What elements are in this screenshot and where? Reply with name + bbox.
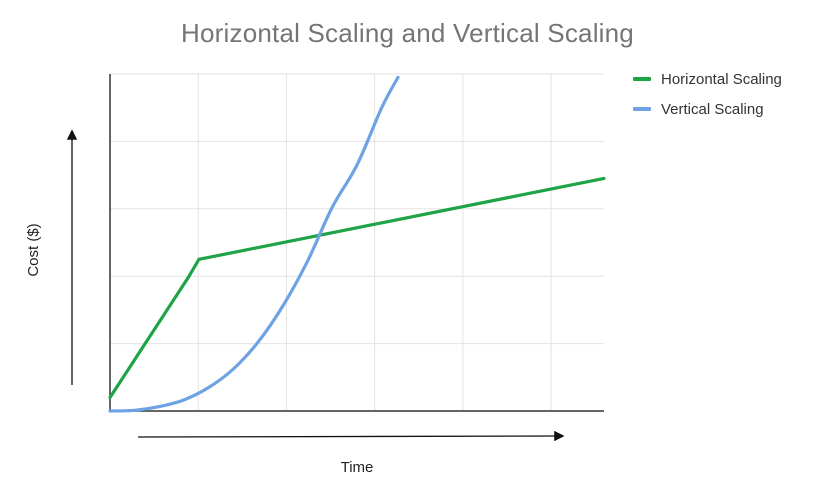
axes bbox=[109, 74, 604, 412]
legend-item-horizontal-scaling: Horizontal Scaling bbox=[633, 64, 782, 94]
x-direction-arrow bbox=[137, 430, 565, 442]
legend-label-horizontal: Horizontal Scaling bbox=[661, 70, 782, 88]
grid bbox=[110, 73, 604, 411]
series bbox=[108, 75, 606, 413]
legend-swatch-vertical bbox=[633, 107, 651, 111]
legend-swatch-horizontal bbox=[633, 77, 651, 81]
legend-label-vertical: Vertical Scaling bbox=[661, 100, 764, 118]
y-axis-label: Cost ($) bbox=[25, 223, 42, 276]
chart-title: Horizontal Scaling and Vertical Scaling bbox=[181, 18, 634, 48]
x-axis-label: Time bbox=[341, 459, 374, 476]
series-line-horizontal-scaling bbox=[108, 176, 606, 400]
legend-item-vertical-scaling: Vertical Scaling bbox=[633, 94, 782, 124]
legend: Horizontal Scaling Vertical Scaling bbox=[633, 64, 782, 124]
series-line-vertical-scaling bbox=[108, 75, 400, 413]
